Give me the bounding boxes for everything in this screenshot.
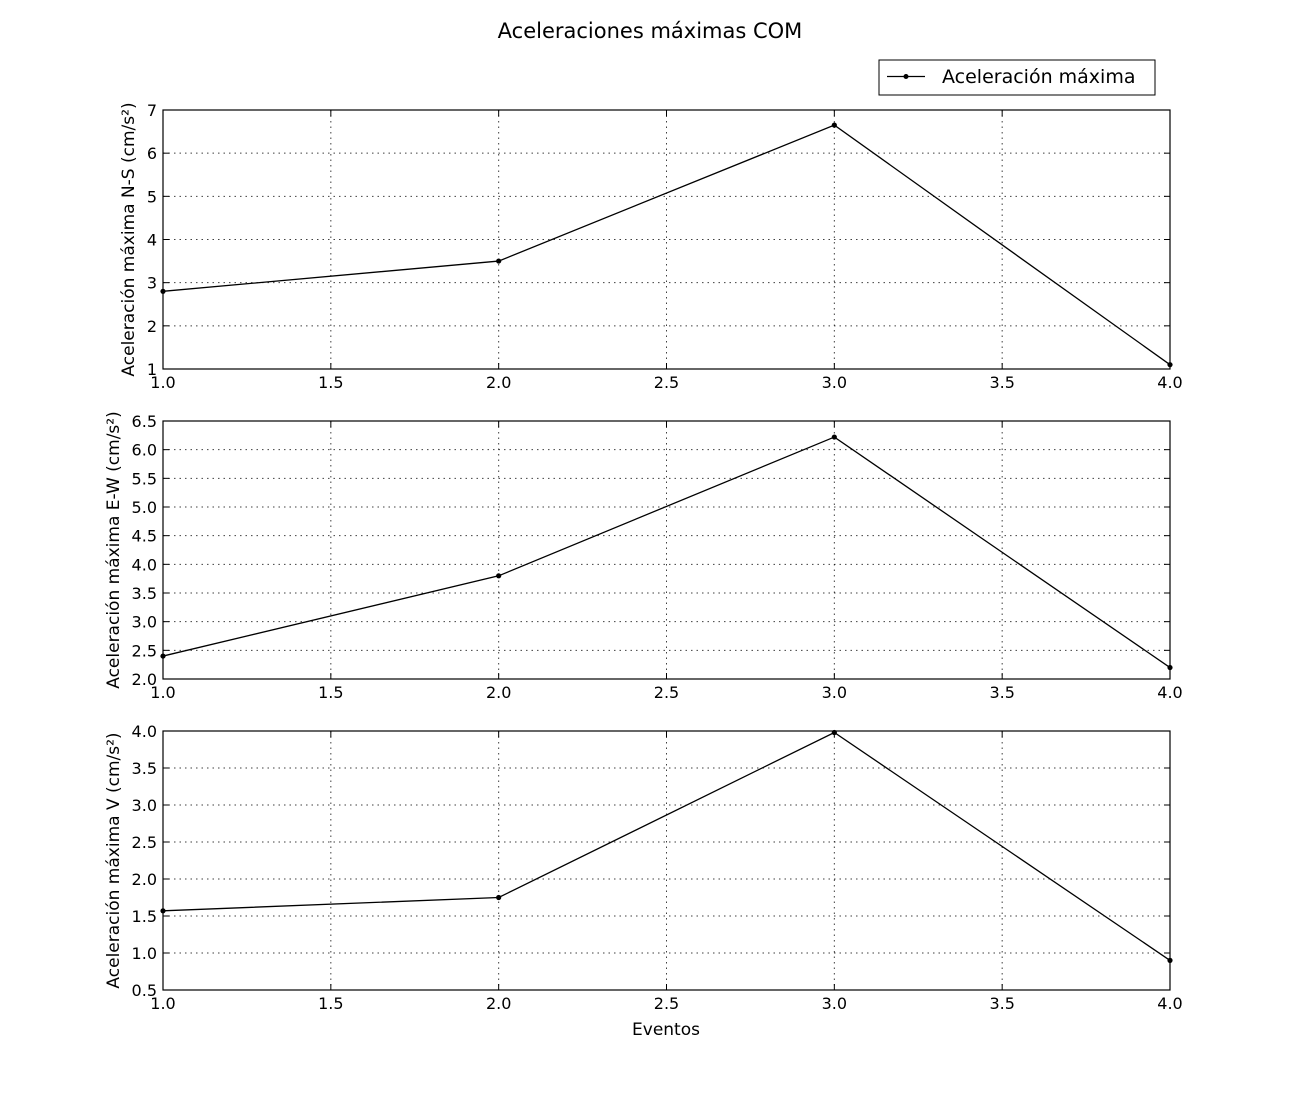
subplot-2-data-point <box>496 573 502 579</box>
subplot-3-y-tick-label: 0.5 <box>132 981 157 1000</box>
subplot-2-y-tick-label: 3.5 <box>132 584 157 603</box>
subplot-2-data-point <box>831 434 837 440</box>
subplot-1: 1.0 1.5 2.0 2.5 3.0 3.5 4.0 1 2 3 4 5 6 7 Aceleración … <box>119 101 1183 392</box>
subplot-3-series-line <box>162 731 1171 961</box>
subplot-3-y-tick-label: 1.5 <box>132 907 157 926</box>
legend: Aceleración máxima <box>878 59 1156 96</box>
subplot-2-x-tick-label: 3.0 <box>822 683 847 702</box>
subplot-3-x-tick-label: 4.0 <box>1157 994 1182 1013</box>
subplot-3-axes-frame <box>162 730 1171 991</box>
subplot-1-x-tick-label: 4.0 <box>1157 373 1182 392</box>
figure-title: Aceleraciones máximas COM <box>498 19 803 43</box>
legend-label: Aceleración máxima <box>942 66 1135 88</box>
x-axis-label: Eventos <box>632 1020 700 1040</box>
subplot-2-y-tick-label: 2.0 <box>132 670 157 689</box>
subplot-1-axes-frame <box>162 109 1171 370</box>
subplot-1-series-line <box>162 124 1171 366</box>
subplot-1-y-tick-label: 2 <box>147 317 157 336</box>
subplot-3-data-point <box>496 894 502 901</box>
subplot-3-x-tick-label: 3.0 <box>822 994 847 1013</box>
subplot-3-x-tick-label: 2.5 <box>654 994 679 1013</box>
subplot-2-y-tick-label: 4.0 <box>132 555 157 574</box>
subplot-2-x-tick-label: 3.5 <box>989 683 1014 702</box>
subplot-2-x-tick-label: 2.5 <box>654 683 679 702</box>
subplot-2-y-tick-label: 5.0 <box>132 498 157 517</box>
subplot-3-y-tick-label: 2.0 <box>132 870 157 889</box>
subplot-1-y-tick-label: 6 <box>147 144 157 163</box>
subplot-1-x-tick-label: 2.5 <box>654 373 679 392</box>
subplot-1-x-tick-label: 1.5 <box>318 373 343 392</box>
subplot-1-x-tick-label: 3.0 <box>822 373 847 392</box>
subplot-1-data-point <box>496 258 502 264</box>
subplot-1-y-tick-label: 4 <box>147 231 157 250</box>
subplot-1-x-tick-label: 1.0 <box>150 373 175 392</box>
subplot-1-y-tick-label: 1 <box>147 360 157 379</box>
subplot-2-x-tick-label: 1.0 <box>150 683 175 702</box>
subplot-3-y-tick-label: 3.5 <box>132 759 157 778</box>
subplots: 1.0 1.5 2.0 2.5 3.0 3.5 4.0 1 2 3 4 5 6 7 Aceleración … <box>104 101 1183 1013</box>
subplot-2-y-tick-label: 6.0 <box>132 441 157 460</box>
subplot-2-y-tick-label: 4.5 <box>132 527 157 546</box>
subplot-2-x-tick-label: 2.0 <box>486 683 511 702</box>
legend-marker-swatch <box>903 74 909 79</box>
subplot-1-y-axis-label: Aceleración máxima N-S (cm/s²) <box>119 102 139 376</box>
subplot-1-y-tick-label: 5 <box>147 187 157 206</box>
subplot-2: 1.0 1.5 2.0 2.5 3.0 3.5 4.0 2.0 2.5 3.0 3.5 4.0 4.5 5… <box>104 411 1183 702</box>
subplot-3-y-tick-label: 4.0 <box>132 722 157 741</box>
subplot-3: 1.0 1.5 2.0 2.5 3.0 3.5 4.00.51.01.52.02.53.03… <box>104 722 1183 1013</box>
subplot-2-series-line <box>162 436 1171 669</box>
legend-box <box>878 59 1156 96</box>
subplot-2-y-tick-label: 6.5 <box>132 412 157 431</box>
subplot-1-data-point <box>831 122 837 128</box>
subplot-1-y-tick-label: 7 <box>147 101 157 120</box>
subplot-3-x-tick-label: 3.5 <box>989 994 1014 1013</box>
subplot-2-x-tick-label: 1.5 <box>318 683 343 702</box>
subplot-1-x-tick-label: 3.5 <box>989 373 1014 392</box>
subplot-3-y-tick-label: 2.5 <box>132 833 157 852</box>
subplot-3-x-tick-label: 1.5 <box>318 994 343 1013</box>
subplot-2-axes-frame <box>162 420 1171 680</box>
subplot-2-y-axis-label: Aceleración máxima E-W (cm/s²) <box>104 411 124 689</box>
subplot-2-x-tick-label: 4.0 <box>1157 683 1182 702</box>
subplot-3-y-axis-label: Aceleración máxima V (cm/s²) <box>104 732 124 988</box>
subplot-2-y-tick-label: 5.5 <box>132 469 157 488</box>
subplot-3-x-tick-label: 2.0 <box>486 994 511 1013</box>
subplot-1-x-tick-label: 2.0 <box>486 373 511 392</box>
subplot-3-y-tick-label: 1.0 <box>132 944 157 963</box>
subplot-3-x-tick-label: 1.0 <box>150 994 175 1013</box>
subplot-3-y-tick-label: 3.0 <box>132 796 157 815</box>
subplot-1-y-tick-label: 3 <box>147 274 157 293</box>
subplot-2-y-tick-label: 3.0 <box>132 613 157 632</box>
subplot-2-y-tick-label: 2.5 <box>132 641 157 660</box>
